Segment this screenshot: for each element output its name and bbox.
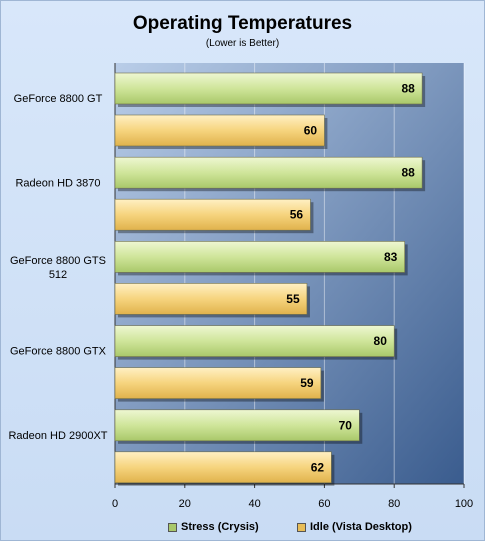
category-label: Radeon HD 2900XT (8, 430, 107, 442)
data-label: 56 (290, 208, 304, 222)
bar (114, 114, 325, 147)
x-tick-label: 40 (248, 498, 260, 510)
chart-subtitle: (Lower is Better) (205, 38, 280, 49)
x-tick-label: 20 (179, 498, 191, 510)
legend-item-stress: Stress (Crysis) (168, 521, 259, 533)
legend: Stress (Crysis) Idle (Vista Desktop) (0, 521, 485, 535)
category-label: GeForce 8800 GTX (10, 346, 107, 358)
bar (114, 367, 322, 399)
bar (114, 409, 360, 442)
data-label: 62 (311, 460, 325, 474)
data-label: 88 (401, 166, 415, 180)
category-label: Radeon HD 3870 (15, 177, 100, 189)
data-label: 83 (384, 250, 398, 264)
bar (114, 325, 395, 357)
bar (114, 451, 332, 484)
data-label: 88 (401, 82, 415, 96)
bar (114, 156, 423, 189)
bar (114, 241, 405, 273)
x-tick-label: 80 (388, 498, 400, 510)
legend-swatch-idle (297, 522, 306, 532)
legend-swatch-stress (168, 522, 177, 532)
category-label: GeForce 8800 GTS 512 (10, 255, 106, 281)
bar (114, 72, 423, 105)
data-label: 70 (339, 418, 353, 432)
data-label: 60 (304, 124, 318, 138)
data-label: 80 (374, 334, 388, 348)
x-tick-label: 60 (318, 498, 330, 510)
data-label: 59 (300, 376, 314, 390)
legend-label-stress: Stress (Crysis) (181, 521, 259, 533)
legend-label-idle: Idle (Vista Desktop) (310, 521, 412, 533)
x-tick-label: 0 (112, 498, 118, 510)
bar (114, 283, 308, 315)
bar (114, 198, 311, 231)
category-label: GeForce 8800 GT (14, 93, 103, 105)
chart-title: Operating Temperatures (132, 13, 353, 34)
legend-item-idle: Idle (Vista Desktop) (297, 521, 412, 533)
data-label: 55 (286, 292, 300, 306)
x-tick-label: 100 (455, 498, 473, 510)
